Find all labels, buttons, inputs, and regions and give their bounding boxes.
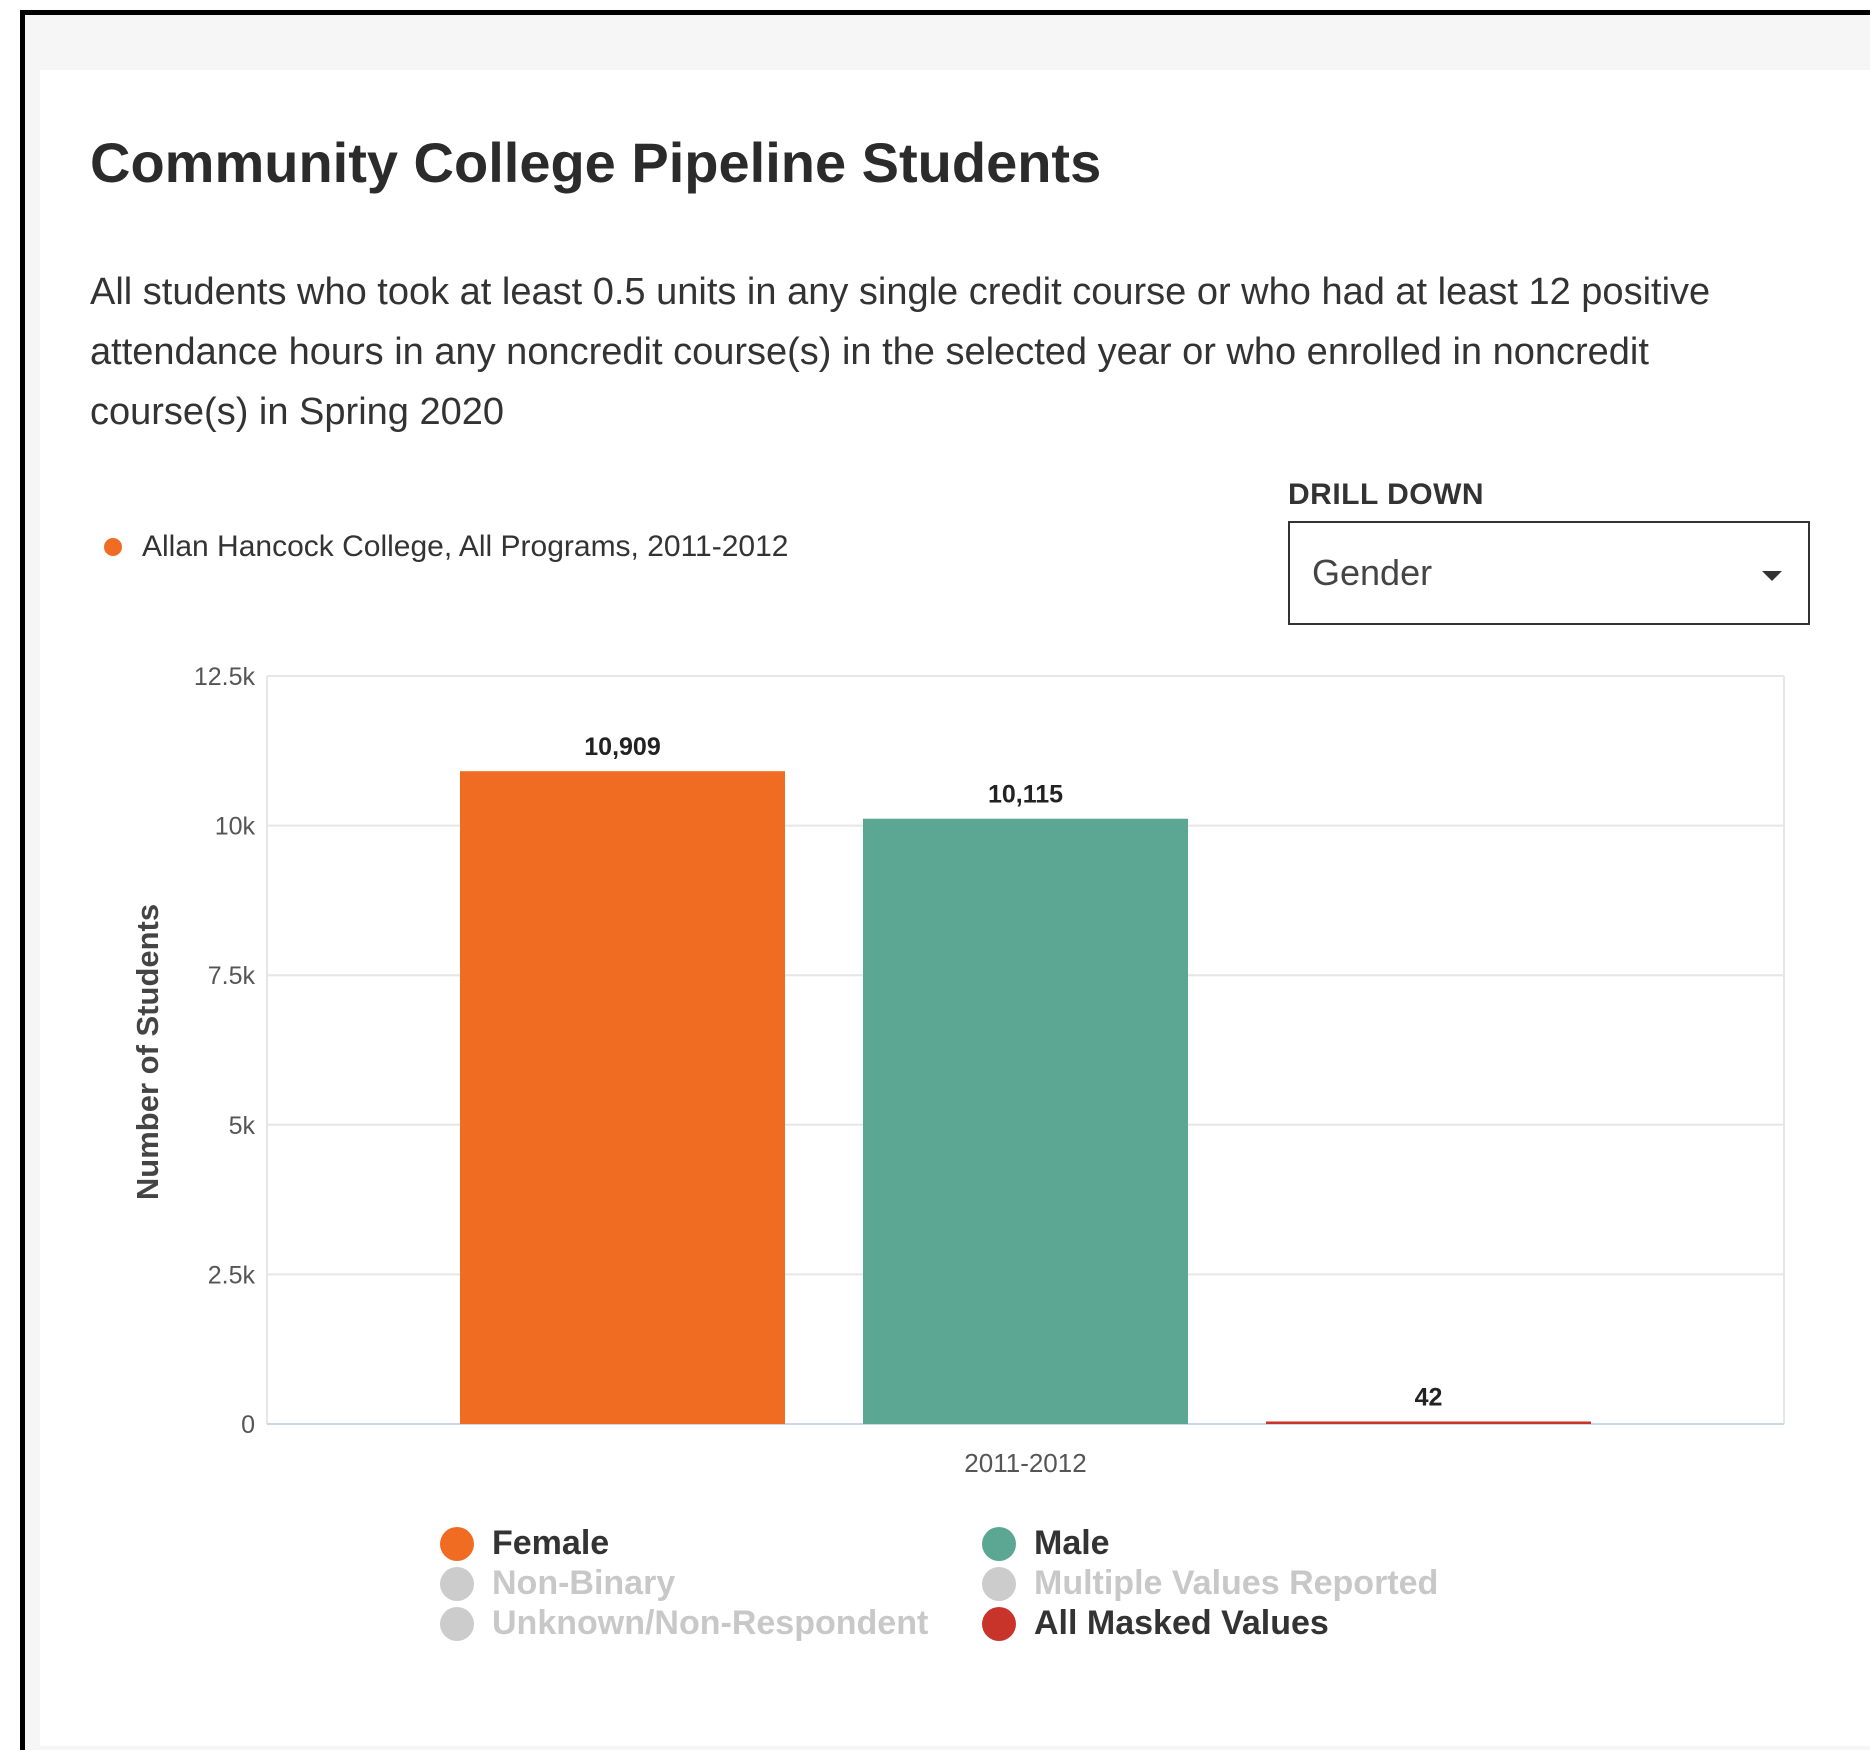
legend-label: All Masked Values [1034, 1604, 1329, 1642]
y-tick-label: 5k [229, 1112, 256, 1140]
legend-label: Unknown/Non-Respondent [492, 1604, 929, 1642]
legend-item-multiple-values-reported[interactable]: Multiple Values Reported [982, 1564, 1438, 1603]
bar-all-masked-values[interactable] [1266, 1421, 1591, 1424]
legend-label: Male [1034, 1524, 1110, 1562]
legend-swatch-icon [440, 1606, 474, 1641]
y-tick-label: 2.5k [208, 1261, 256, 1289]
chart-description: All students who took at least 0.5 units… [90, 271, 1711, 433]
legend-item-female[interactable]: Female [440, 1524, 609, 1563]
bar-male[interactable] [863, 818, 1188, 1424]
legend-item-non-binary[interactable]: Non-Binary [440, 1564, 675, 1603]
legend-swatch-icon [440, 1566, 474, 1601]
legend-swatch-icon [982, 1566, 1016, 1601]
series-dot-icon [104, 538, 122, 556]
legend-swatch-icon [982, 1606, 1016, 1641]
x-tick-label: 2011-2012 [964, 1448, 1086, 1478]
legend-swatch-icon [440, 1526, 474, 1561]
series-legend-label: Allan Hancock College, All Programs, 201… [142, 530, 789, 563]
bar-female[interactable] [460, 771, 785, 1424]
legend-label: Female [492, 1524, 610, 1562]
data-label: 42 [1415, 1383, 1443, 1411]
y-tick-label: 7.5k [208, 962, 256, 990]
y-tick-label: 10k [215, 813, 256, 841]
y-tick-label: 0 [241, 1411, 255, 1439]
y-axis-title: Number of Students [130, 904, 165, 1200]
legend-item-all-masked-values[interactable]: All Masked Values [982, 1604, 1329, 1643]
y-tick-label: 12.5k [194, 663, 256, 691]
legend-label: Non-Binary [492, 1564, 676, 1602]
chevron-down-icon [1762, 571, 1782, 581]
data-label: 10,909 [584, 733, 660, 761]
legend-item-unknown-non-respondent[interactable]: Unknown/Non-Respondent [440, 1604, 928, 1643]
drill-down-label: DRILL DOWN [1288, 478, 1485, 511]
legend-swatch-icon [982, 1526, 1016, 1561]
page-title: Community College Pipeline Students [90, 131, 1102, 194]
legend-item-male[interactable]: Male [982, 1524, 1110, 1563]
legend-label: Multiple Values Reported [1034, 1564, 1439, 1602]
series-legend: Allan Hancock College, All Programs, 201… [104, 530, 788, 564]
drill-down-selected-value: Gender [1312, 552, 1433, 593]
drill-down-select[interactable]: Gender [1288, 521, 1810, 625]
data-label: 10,115 [988, 781, 1063, 809]
